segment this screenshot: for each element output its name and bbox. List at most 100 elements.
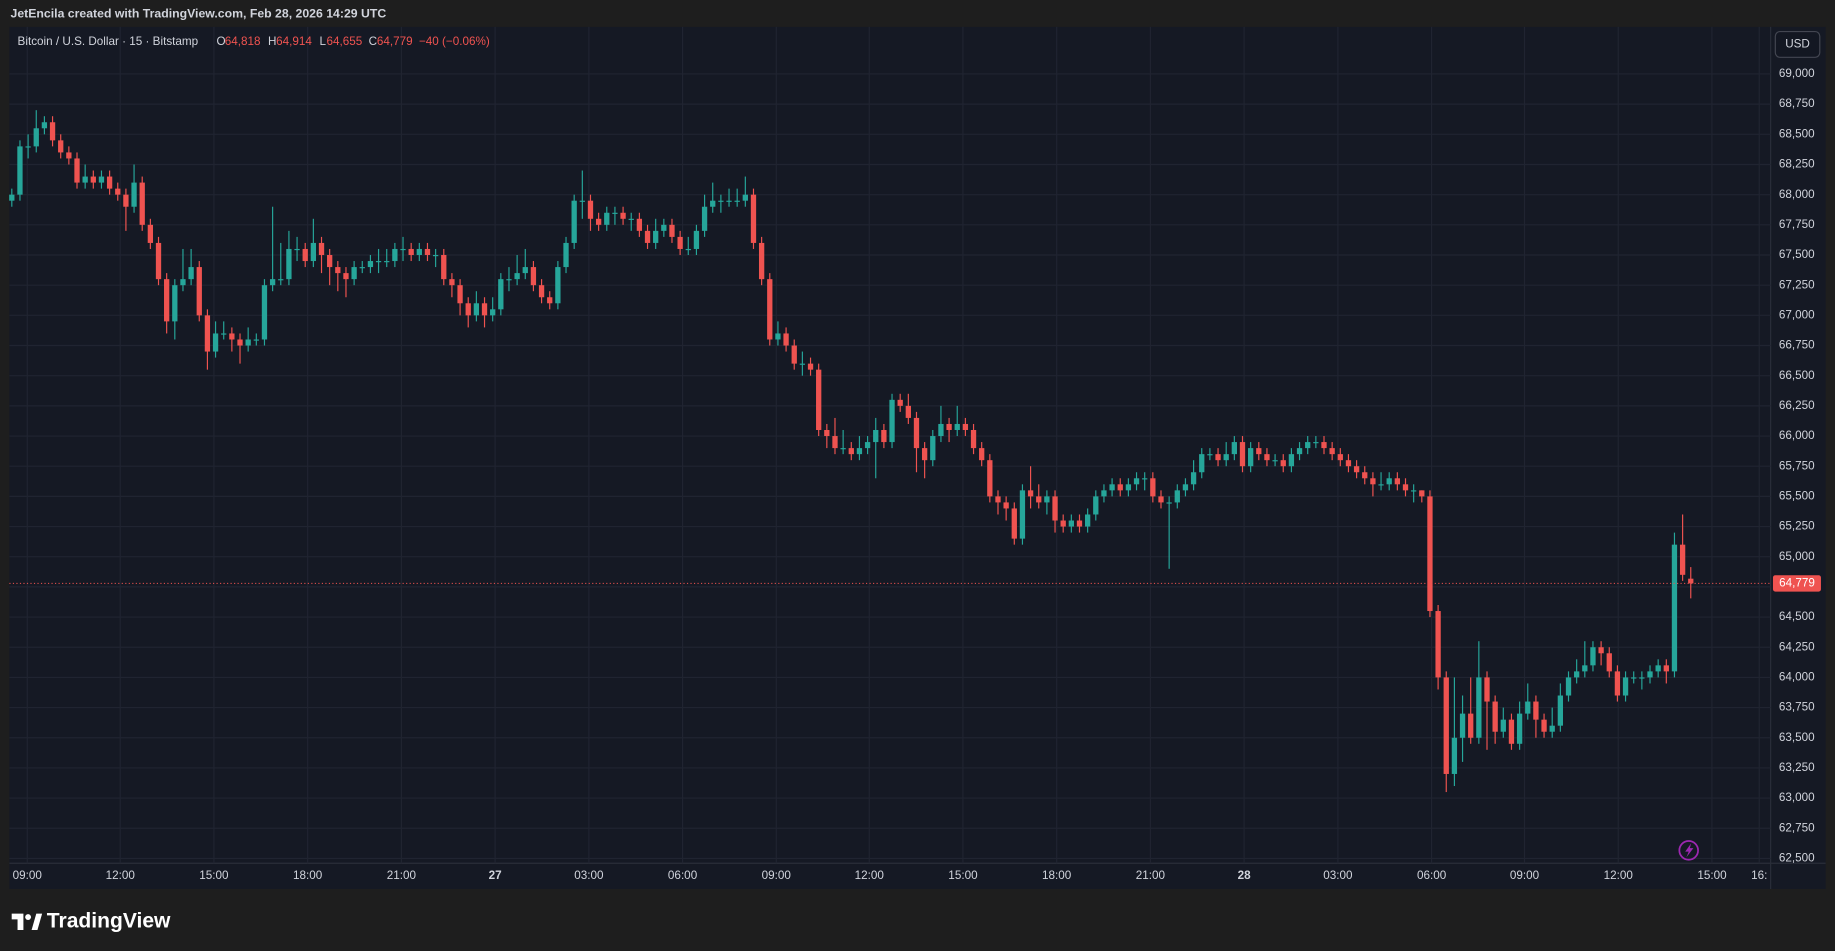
candle-body — [335, 267, 341, 274]
candle-body — [1280, 460, 1286, 467]
icon-bolt[interactable] — [1685, 843, 1694, 858]
candle-body — [457, 285, 463, 304]
candle-body — [1003, 502, 1009, 509]
candle-body — [449, 279, 455, 286]
icon-ring[interactable] — [1678, 840, 1699, 861]
candle-body — [1688, 578, 1694, 584]
candle-body — [1329, 448, 1335, 455]
candle-body — [653, 230, 659, 243]
candle-body — [1296, 448, 1303, 455]
candle-body — [848, 448, 854, 455]
candle-body — [25, 146, 31, 148]
candle-body — [791, 345, 797, 364]
y-tick-label: 63,000 — [1779, 791, 1815, 804]
candle-body — [579, 200, 585, 202]
candle-body — [718, 200, 724, 202]
candle-body — [221, 333, 227, 335]
currency-button[interactable] — [1774, 30, 1821, 58]
y-tick-label: 69,000 — [1779, 67, 1815, 80]
x-tick-label: 21:00 — [387, 869, 417, 882]
y-tick-label: 67,500 — [1779, 248, 1815, 261]
candle-body — [555, 267, 561, 304]
candle-body — [1525, 701, 1531, 714]
candle-body — [498, 279, 504, 310]
candle-body — [530, 267, 537, 286]
y-tick-label: 64,250 — [1779, 640, 1815, 653]
candle-body — [155, 242, 162, 280]
x-tick-label: 16: — [1751, 869, 1767, 882]
candle-body — [441, 255, 447, 280]
candle-body — [294, 248, 300, 251]
candle-body — [98, 176, 105, 183]
candle-body — [1468, 713, 1474, 738]
candle-body — [897, 399, 903, 406]
candle-body — [90, 176, 96, 183]
x-tick-label: 06:00 — [668, 869, 698, 882]
x-tick-label: 21:00 — [1136, 869, 1166, 882]
candle-body — [367, 261, 374, 268]
candle-body — [465, 303, 471, 316]
candle-body — [758, 242, 765, 280]
price-axis — [1770, 26, 1826, 864]
candle-body — [49, 122, 56, 141]
candle-body — [832, 436, 838, 449]
candle-body — [1093, 496, 1099, 515]
candle-body — [873, 430, 879, 443]
candle-body — [172, 285, 178, 322]
candle-body — [864, 442, 871, 449]
candle-body — [644, 230, 651, 243]
candle-body — [1541, 719, 1547, 732]
y-tick-label: 65,000 — [1779, 550, 1815, 563]
ohlc-label: C — [369, 35, 377, 48]
y-tick-label: 68,500 — [1779, 127, 1815, 140]
candle-body — [669, 224, 675, 237]
candle-body — [408, 248, 414, 256]
candle-body — [807, 363, 814, 370]
y-tick-label: 63,750 — [1779, 701, 1815, 714]
candle-body — [930, 436, 936, 461]
candle-body — [954, 423, 960, 431]
y-tick-label: 65,500 — [1779, 489, 1815, 502]
candle-body — [970, 430, 977, 449]
candle-body — [1679, 544, 1686, 575]
y-tick-label: 68,000 — [1779, 188, 1815, 201]
candle-body — [547, 297, 553, 304]
candle-body — [1631, 677, 1637, 679]
candle-body — [661, 224, 667, 231]
candle-body — [1386, 478, 1392, 485]
candle-body — [115, 188, 121, 195]
candle-body — [74, 158, 80, 183]
candle-body — [1565, 677, 1572, 696]
currency[interactable]: USD — [1785, 38, 1810, 51]
y-tick-label: 65,250 — [1779, 520, 1815, 533]
x-tick-label: 09:00 — [762, 869, 792, 882]
candle-body — [816, 369, 822, 431]
candle-body — [1142, 478, 1148, 480]
candle-body — [82, 176, 88, 183]
candle-body — [343, 273, 349, 280]
candle-body — [1125, 484, 1132, 491]
candle-body — [1443, 677, 1449, 774]
x-tick-label: 15:00 — [199, 869, 229, 882]
candle-body — [1671, 544, 1678, 672]
candle-body — [58, 140, 64, 153]
candle-body — [1533, 701, 1539, 720]
candle-body — [490, 309, 496, 316]
candle-body — [734, 200, 740, 202]
candle-body — [359, 267, 365, 269]
candle-body — [856, 448, 863, 455]
candle-body — [17, 146, 23, 195]
lightning-icon[interactable] — [1678, 840, 1699, 861]
candle-body — [1362, 472, 1368, 479]
candle-body — [481, 303, 488, 316]
candle-body — [1590, 647, 1596, 666]
candle-body — [995, 496, 1001, 503]
x-tick-label: 28 — [1238, 869, 1252, 882]
logo-mark — [25, 914, 32, 921]
candle-body — [1508, 719, 1515, 744]
candle-body — [123, 194, 129, 207]
ohlc-value: 64,818 — [225, 35, 261, 48]
candle-body — [1549, 725, 1555, 732]
candle-body — [938, 423, 944, 437]
